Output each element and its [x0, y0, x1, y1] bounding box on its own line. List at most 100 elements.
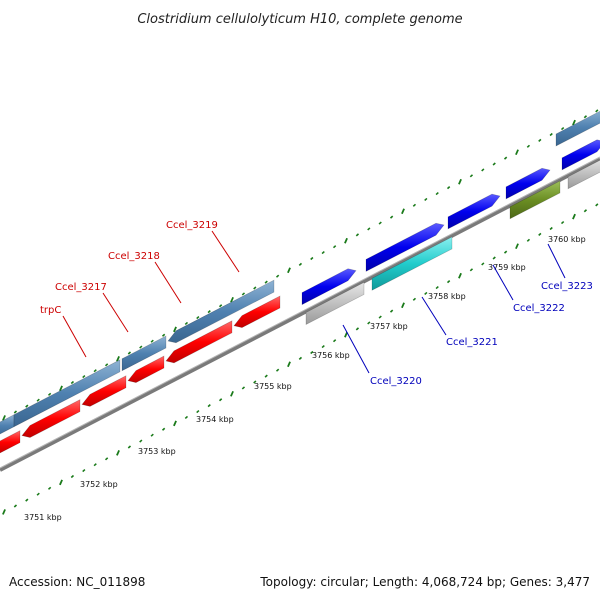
gene-label-ccel-3221: Ccel_3221: [421, 296, 498, 348]
minor-tick: [481, 262, 485, 266]
gene-label-ccel-3223: Ccel_3223: [541, 243, 593, 292]
minor-tick: [13, 410, 18, 414]
major-tick: [59, 479, 63, 486]
gene-label-text: Ccel_3217: [55, 282, 107, 293]
lower-tick-row: [2, 203, 599, 515]
forward-cds-block: [561, 139, 600, 171]
major-tick: [287, 267, 291, 274]
minor-tick: [332, 245, 337, 249]
minor-tick: [435, 191, 439, 196]
summary-text: Topology: circular; Length: 4,068,724 bp…: [259, 575, 590, 589]
leader-line: [211, 230, 240, 273]
minor-tick: [481, 168, 485, 172]
minor-tick: [332, 339, 337, 343]
kbp-label: 3754 kbp: [196, 415, 234, 424]
accession-text: Accession: NC_011898: [9, 575, 145, 589]
major-tick: [344, 237, 348, 244]
orf-block: [0, 414, 15, 435]
orf-block: [121, 335, 167, 372]
minor-tick: [526, 144, 531, 148]
major-tick: [515, 243, 519, 250]
minor-tick: [264, 374, 268, 378]
minor-tick: [25, 498, 29, 502]
major-tick: [401, 208, 405, 215]
minor-tick: [207, 310, 211, 314]
major-tick: [230, 296, 234, 303]
minor-tick: [469, 174, 474, 178]
kbp-label-layer: 3751 kbp 3752 kbp 3753 kbp 3754 kbp 3755…: [24, 235, 586, 522]
minor-tick: [70, 380, 75, 385]
major-tick: [572, 213, 576, 220]
cyan-feature-block: [371, 236, 453, 291]
minor-tick: [560, 220, 565, 225]
minor-tick: [492, 256, 496, 260]
minor-tick: [595, 109, 599, 113]
gene-label-ccel-3217: Ccel_3217: [55, 282, 129, 333]
minor-tick: [275, 274, 280, 278]
kbp-label: 3756 kbp: [312, 351, 350, 360]
minor-tick: [218, 398, 223, 402]
minor-tick: [503, 156, 508, 160]
minor-tick: [218, 304, 223, 308]
forward-cds-track: [301, 139, 600, 306]
minor-tick: [196, 315, 200, 320]
reverse-cds-block: [81, 375, 127, 407]
minor-tick: [161, 427, 166, 431]
minor-tick: [549, 132, 553, 137]
minor-tick: [184, 321, 189, 326]
reverse-cds-block: [21, 399, 81, 438]
gene-label-trpC: trpC: [40, 305, 87, 358]
minor-tick: [321, 344, 325, 349]
minor-tick: [367, 321, 371, 325]
minor-tick: [367, 227, 371, 231]
minor-tick: [424, 197, 428, 202]
minor-tick: [583, 209, 588, 213]
minor-tick: [549, 226, 553, 231]
gene-label-text: Ccel_3219: [166, 220, 218, 231]
forward-cds-block: [447, 193, 501, 230]
minor-tick: [355, 327, 360, 331]
major-tick: [116, 450, 120, 456]
minor-tick: [355, 233, 360, 237]
minor-tick: [526, 238, 531, 242]
minor-tick: [13, 504, 18, 508]
minor-tick: [82, 374, 86, 379]
minor-tick: [583, 115, 588, 119]
minor-tick: [93, 463, 97, 467]
forward-feature-track: [305, 159, 600, 325]
minor-tick: [412, 203, 417, 207]
major-tick: [515, 149, 519, 156]
reverse-cds-block: [0, 430, 21, 454]
upper-tick-row: [2, 109, 599, 421]
kbp-label: 3760 kbp: [548, 235, 586, 244]
minor-tick: [595, 203, 599, 207]
minor-tick: [492, 162, 496, 166]
minor-tick: [538, 138, 542, 142]
minor-tick: [241, 292, 246, 296]
kbp-label: 3758 kbp: [428, 292, 466, 301]
backbone-highlight: [0, 156, 600, 469]
backbone-line: [0, 157, 600, 472]
minor-tick: [378, 315, 382, 319]
reverse-cds-block: [165, 320, 233, 364]
leader-line: [421, 296, 447, 336]
major-tick: [2, 415, 6, 421]
minor-tick: [253, 286, 257, 290]
forward-cds-block: [365, 222, 445, 272]
reverse-cds-block: [127, 355, 165, 383]
minor-tick: [538, 232, 542, 236]
minor-tick: [161, 333, 166, 337]
leader-line: [492, 264, 514, 301]
minor-tick: [321, 250, 325, 255]
minor-tick: [139, 345, 143, 349]
minor-tick: [253, 380, 257, 384]
minor-tick: [435, 285, 439, 290]
major-tick: [173, 326, 177, 333]
major-tick: [287, 361, 291, 368]
major-tick: [458, 272, 462, 279]
minor-tick: [298, 262, 303, 266]
minor-tick: [150, 339, 154, 343]
major-tick: [173, 420, 177, 427]
gene-label-text: trpC: [40, 305, 61, 316]
reverse-orf-track: [0, 110, 600, 435]
